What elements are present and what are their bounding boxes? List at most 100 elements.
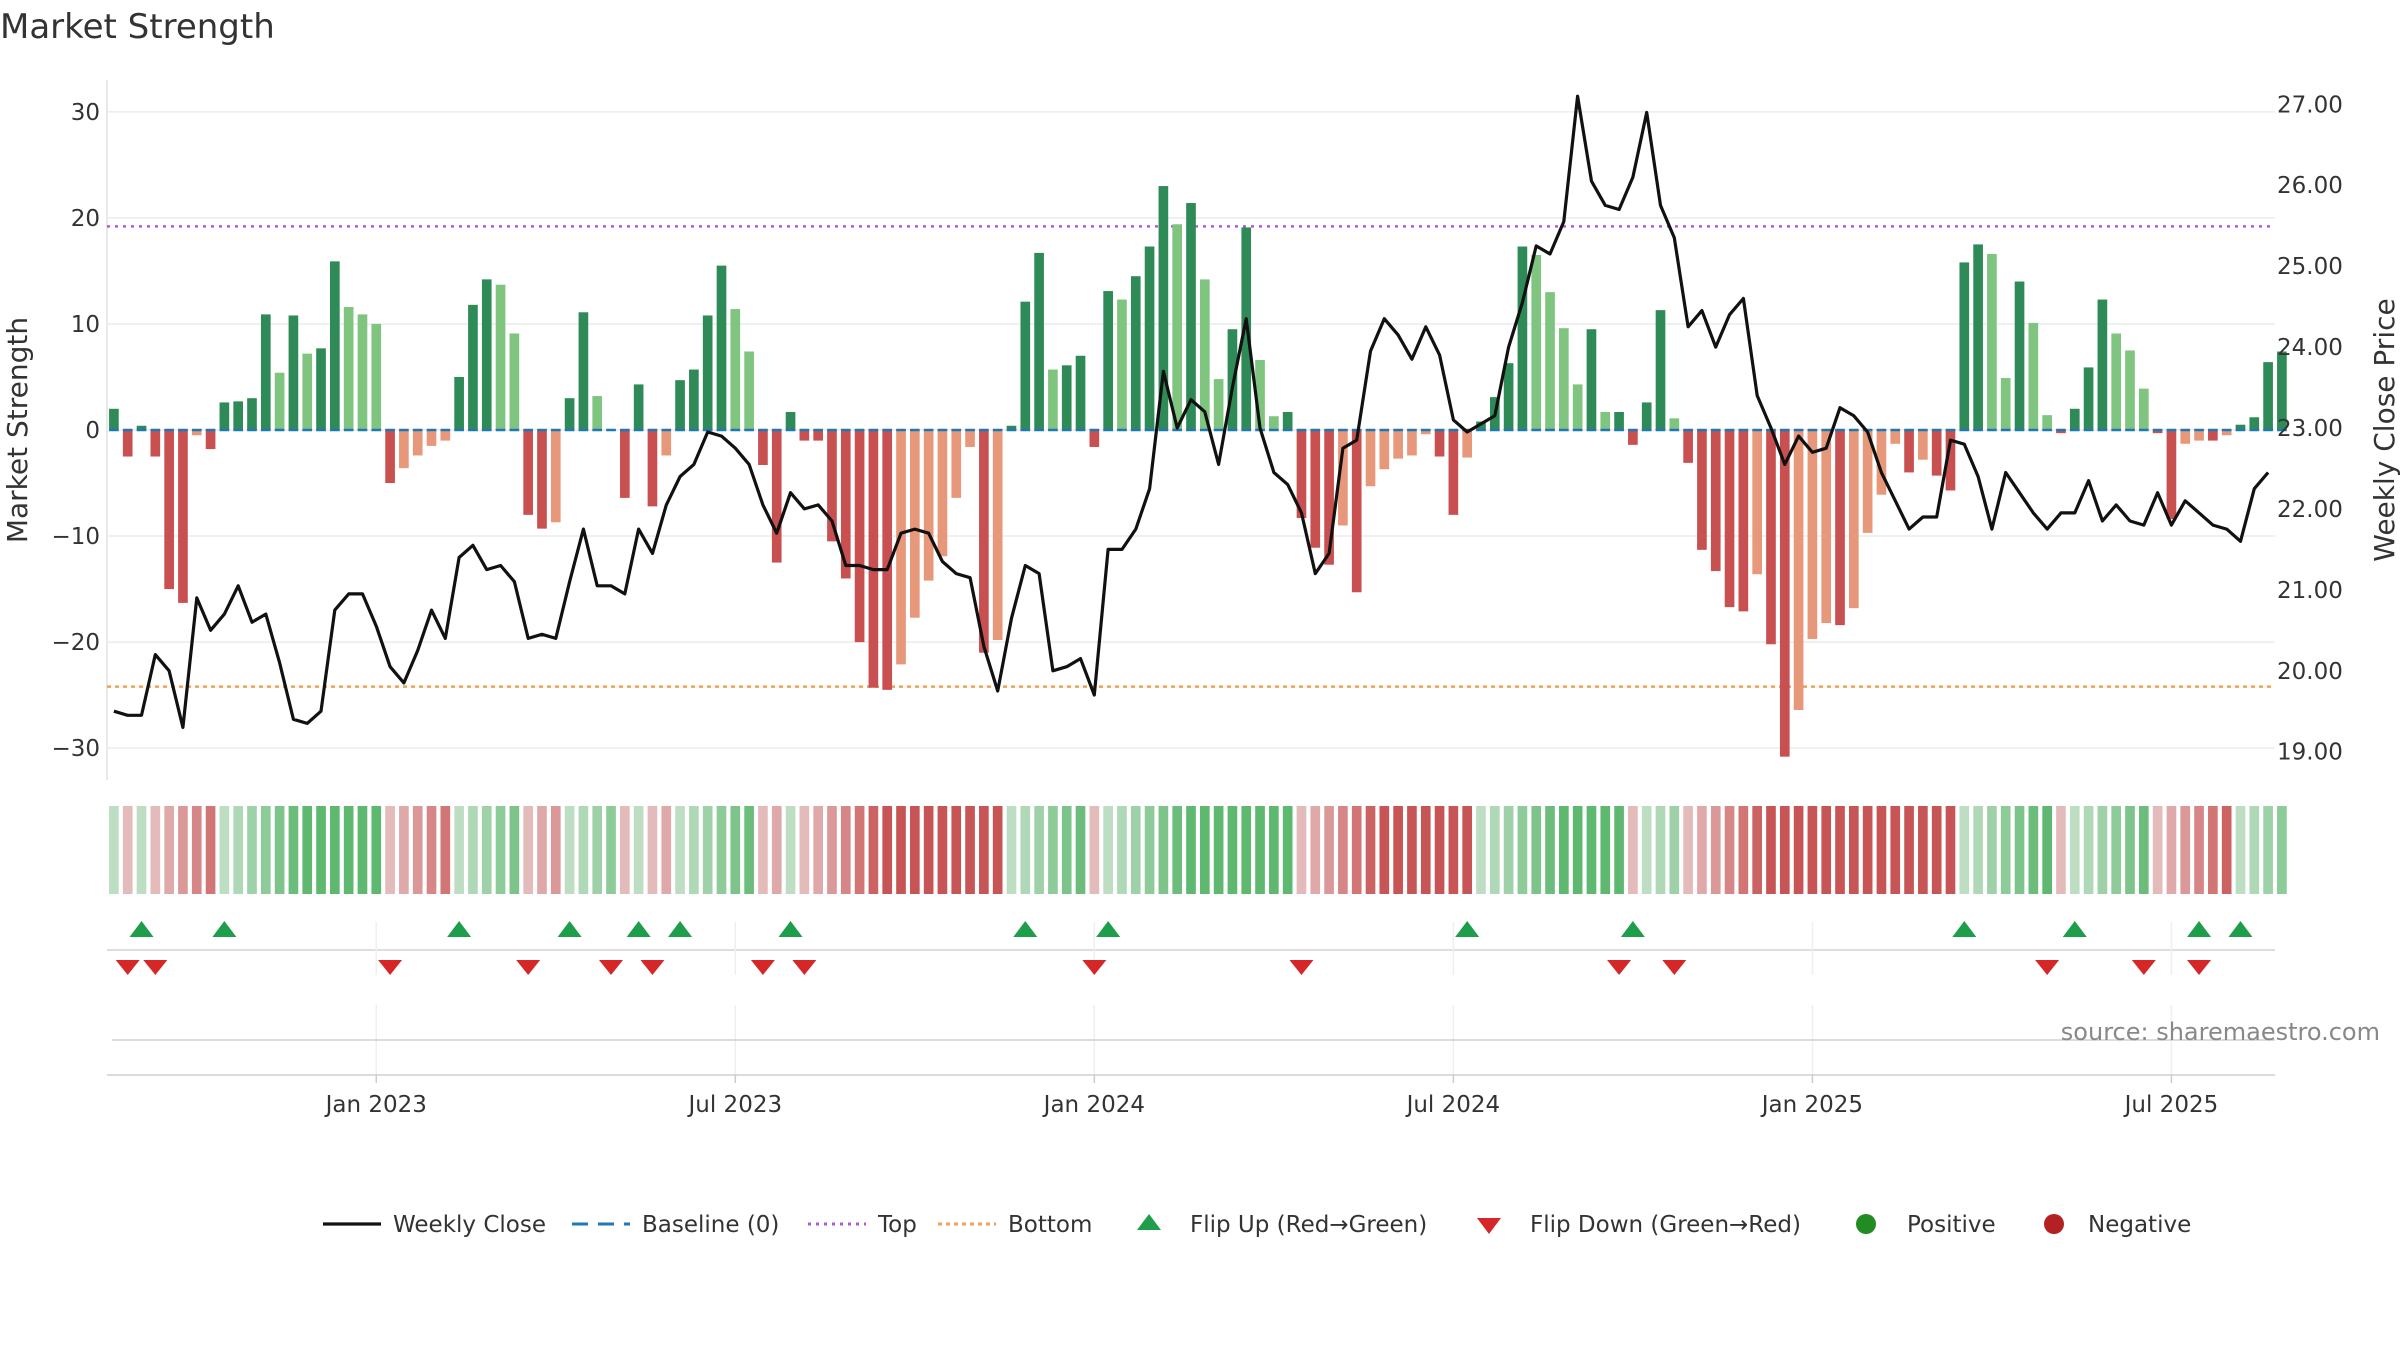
strength-bar [2014,281,2025,430]
legend-label: Bottom [1008,1212,1092,1238]
strength-bar [1973,244,1983,430]
heat-cell [1517,806,1528,894]
heat-cell [675,806,685,894]
heat-cell [468,806,478,894]
flip-down-marker [2187,960,2212,975]
heat-cell [620,806,630,894]
strength-bar [2194,430,2204,441]
strength-bar [1848,430,1859,609]
heat-cell [1683,806,1693,894]
strength-bar [1752,430,1762,575]
heat-cell [1559,806,1569,894]
strength-bar [426,430,437,446]
strength-bar [813,430,823,441]
strength-bar [178,430,188,603]
strength-bar [330,261,340,430]
strength-bar [122,430,133,457]
flip-down-marker [516,960,541,975]
heat-cell [1959,806,1970,894]
strength-bar [1586,329,1597,430]
strength-bar [288,315,299,430]
strength-bar [1269,416,1279,430]
strength-bar [744,351,754,430]
legend-label: Weekly Close [393,1212,546,1238]
strength-bar [1407,430,1417,456]
strength-bar [1572,384,1583,430]
heat-cell [1241,806,1252,894]
left-tick-label: 20 [71,206,100,232]
left-tick-label: 0 [85,418,100,444]
strength-bar [1379,430,1390,470]
strength-bar [2028,322,2039,430]
flip-up-marker [129,921,154,937]
heat-cell [1117,806,1127,894]
heat-cell [1296,806,1307,894]
legend: Weekly Close Baseline (0) Top Bottom Flip Up… [323,1212,2191,1238]
x-tick-label: Jul 2023 [687,1092,783,1118]
strength-bar [1213,379,1224,430]
strength-bars [109,186,2287,757]
left-tick-label: −10 [51,524,100,550]
heat-cell [1600,806,1611,894]
heat-cell [882,806,893,894]
heat-cell [909,806,920,894]
strength-bar [896,430,906,665]
x-tick-label: Jan 2024 [1042,1092,1145,1118]
heat-cell [2014,806,2025,894]
right-tick-label: 20.00 [2277,659,2343,685]
strength-bar [1738,430,1749,612]
strength-bar [2125,350,2135,430]
heat-cell [1420,806,1431,894]
heat-cell [771,806,782,894]
heat-cell [1476,806,1486,894]
heat-cell [1821,806,1832,894]
heat-cell [1324,806,1334,894]
heat-cell [979,806,989,894]
strength-bar [1393,430,1403,459]
heat-cell [260,806,271,894]
heat-cell [385,806,395,894]
strength-bar [468,304,478,430]
heat-cell [785,806,796,894]
heat-cell [1310,806,1321,894]
strength-bar [1807,430,1818,639]
heat-cell [1130,806,1141,894]
strength-bar [1945,430,1956,491]
strength-bar [550,430,561,523]
strength-bar [440,430,451,441]
strength-bar [1282,411,1293,430]
strength-bar [357,314,368,430]
flip-up-marker [668,921,693,937]
heat-cell [1614,806,1624,894]
heat-cell [1034,806,1044,894]
heat-cell [537,806,547,894]
heat-cell [854,806,865,894]
strength-bar [1434,430,1445,457]
heat-cell [1269,806,1279,894]
flip-down-marker [1607,960,1632,975]
heat-cell [1876,806,1887,894]
heat-cell [2208,806,2218,894]
heat-cell [2152,806,2163,894]
heat-cell [523,806,534,894]
flip-down-marker [115,960,140,975]
heat-cell [219,806,230,894]
heat-cell [2263,806,2273,894]
heat-cell [647,806,658,894]
heat-cell [1503,806,1514,894]
heat-cell [2028,806,2039,894]
heat-cell [965,806,975,894]
right-tick-label: 22.00 [2277,497,2343,523]
strength-bar [951,430,962,498]
flip-up-marker [212,921,237,937]
strength-bar [716,265,727,430]
heat-cell [454,806,464,894]
heat-cell [1434,806,1445,894]
strength-bar [399,430,409,469]
heat-cell [923,806,934,894]
flip-down-marker [792,960,817,975]
heat-cell [412,806,423,894]
strength-bar [2111,333,2122,430]
strength-bar [1117,299,1127,430]
strength-bar [592,396,603,430]
